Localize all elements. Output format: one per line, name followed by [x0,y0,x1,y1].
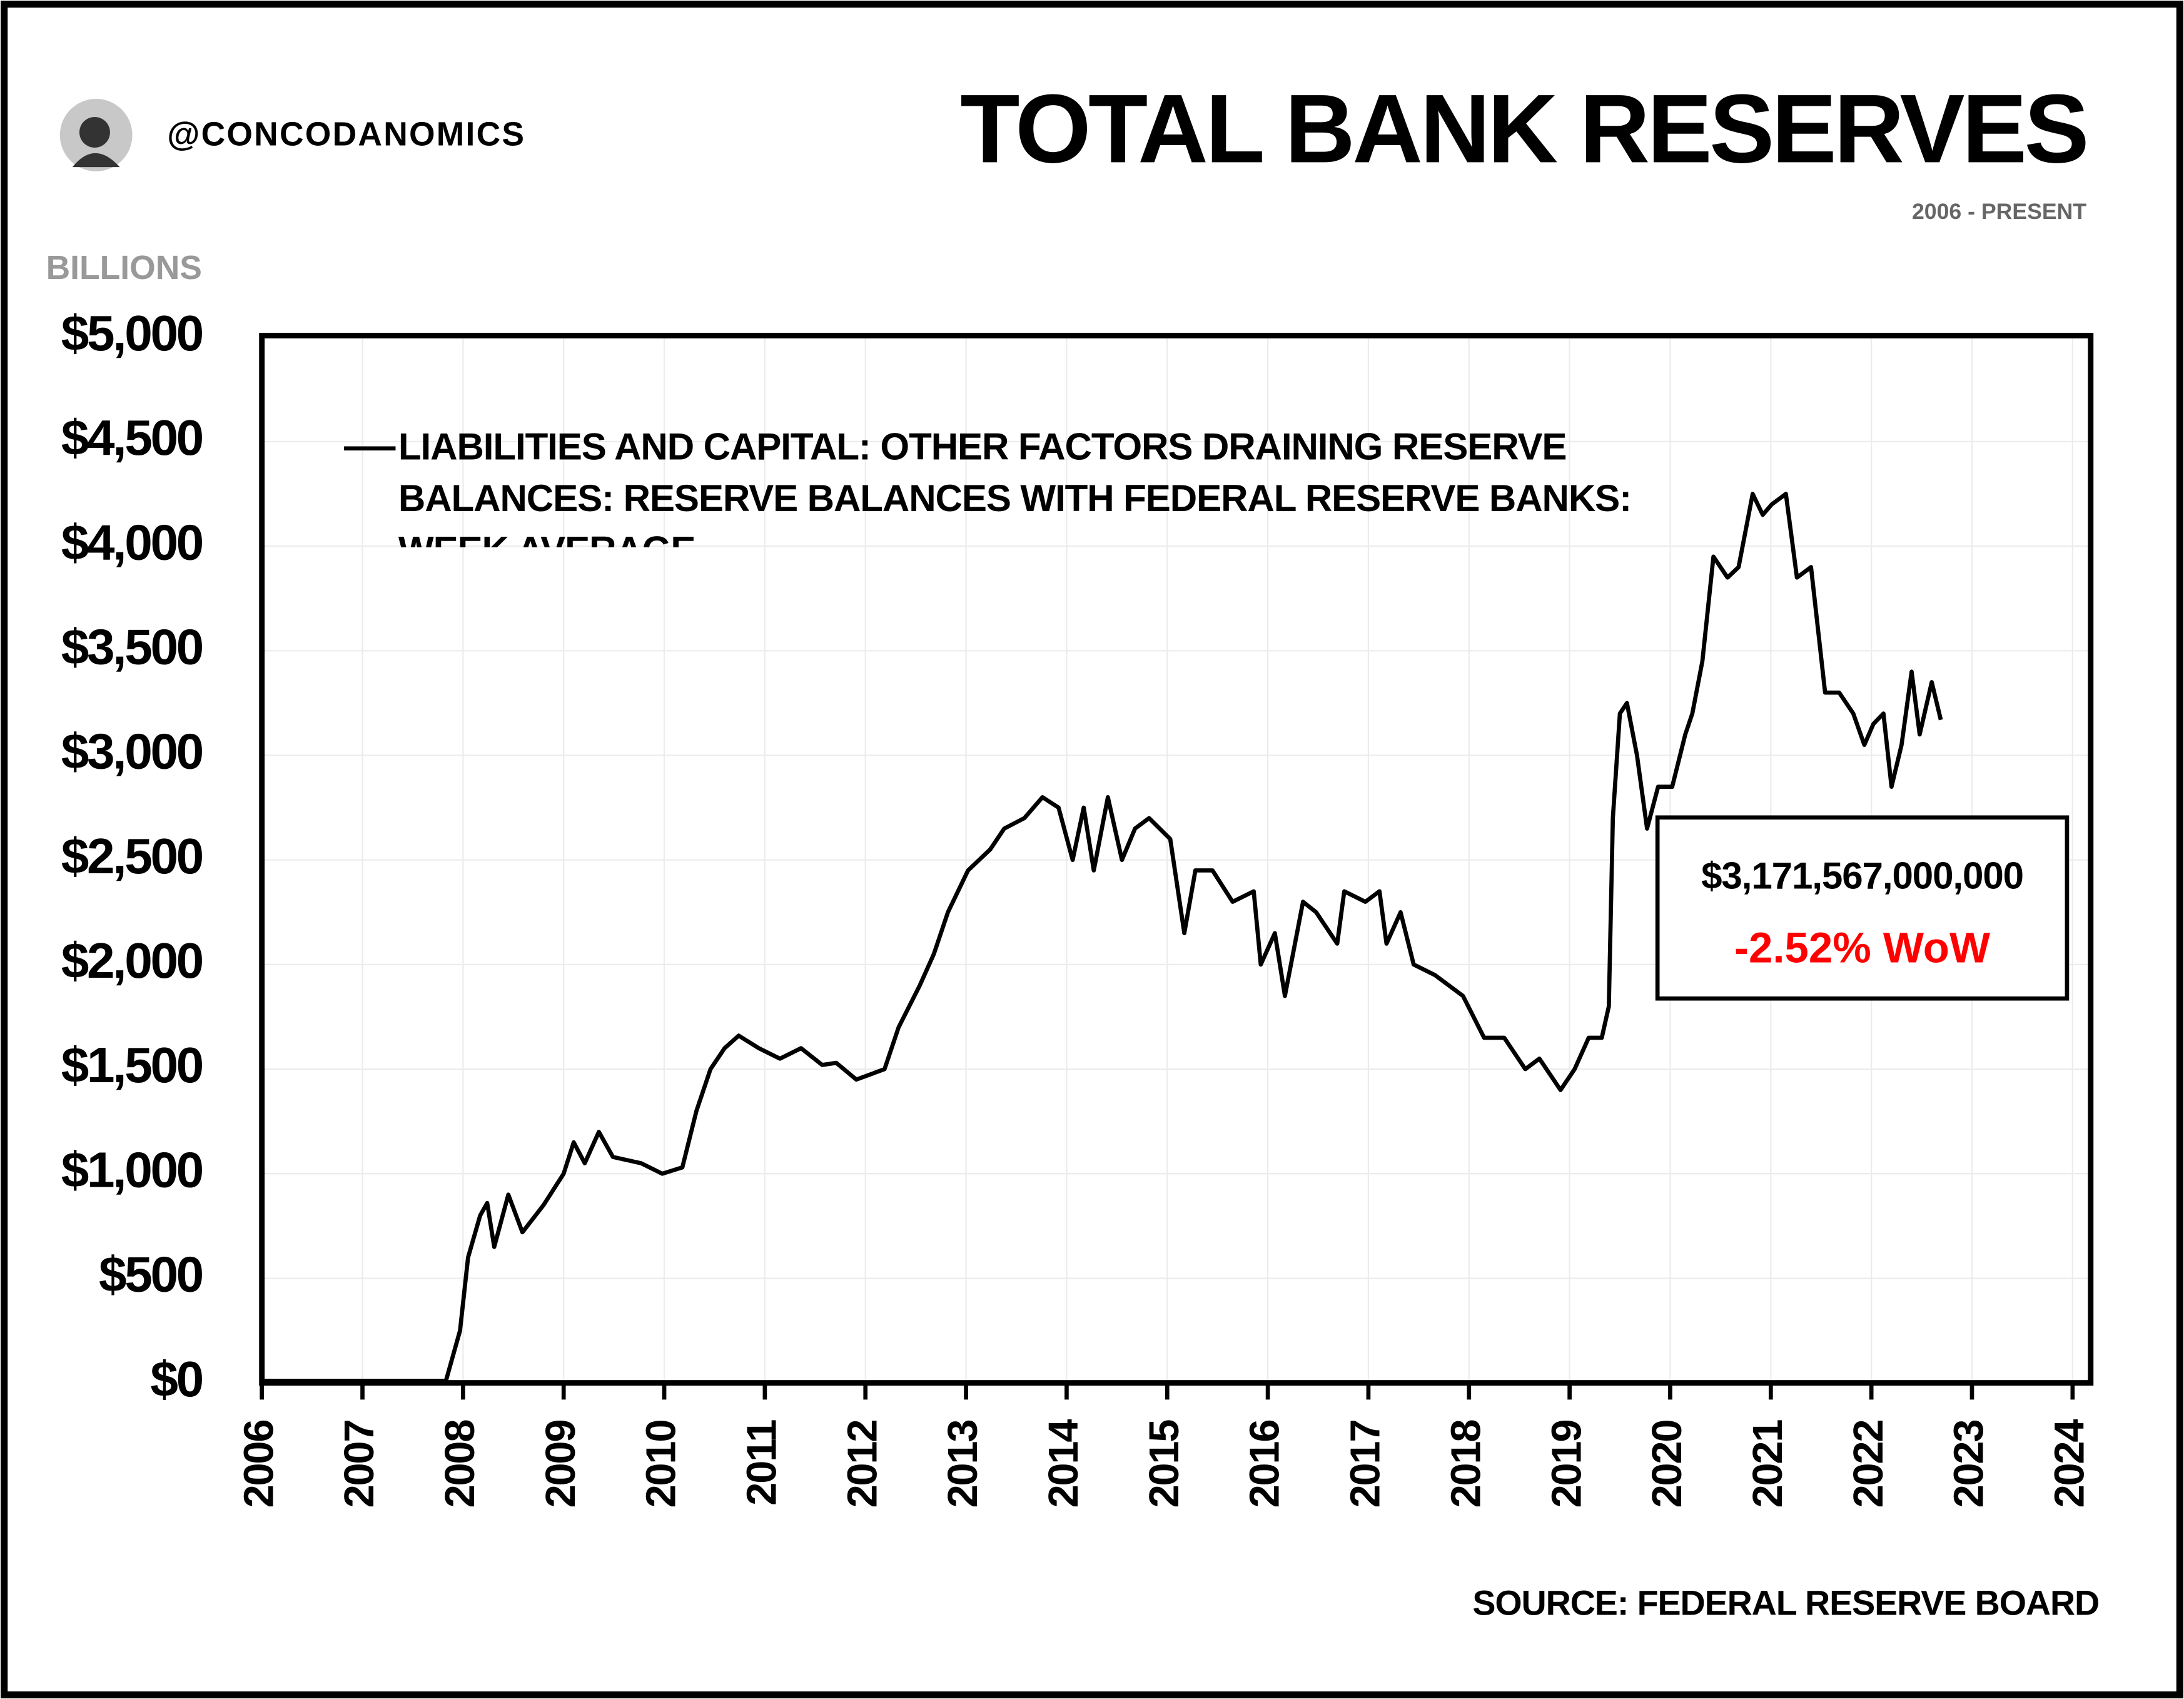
x-tick-label: 2007 [336,1421,383,1508]
annotation: $3,171,567,000,000 -2.52% WoW [1655,815,2070,1001]
y-tick-label: $5,000 [61,305,203,361]
x-tick-label: 2006 [236,1421,282,1508]
avatar [59,99,133,171]
x-tick-label: 2016 [1242,1421,1288,1508]
y-tick-label: $2,000 [61,932,203,988]
y-tick-label: $4,000 [61,514,203,570]
y-tick-label: $2,500 [61,828,203,884]
x-tick-label: 2014 [1041,1419,1087,1508]
annotation-value: $3,171,567,000,000 [1701,855,2023,897]
x-tick-label: 2021 [1745,1420,1791,1508]
y-tick-label: $1,000 [61,1141,203,1197]
legend-label-box: LIABILITIES AND CAPITAL: OTHER FACTORS D… [398,426,1632,547]
legend-label: LIABILITIES AND CAPITAL: OTHER FACTORS D… [398,426,1632,547]
x-tick-label: 2013 [940,1421,986,1508]
x-tick-label: 2019 [1544,1421,1590,1508]
x-tick-label: 2018 [1443,1420,1489,1508]
chart-title: TOTAL BANK RESERVES [960,74,2086,183]
x-tick-label: 2008 [437,1420,483,1508]
x-tick-label: 2015 [1141,1420,1188,1508]
series-line [261,492,1943,1383]
annotation-change: -2.52% WoW [1734,924,1991,972]
x-tick-label: 2023 [1946,1421,1993,1508]
y-tick-label: $3,500 [61,618,203,674]
x-tick-label: 2012 [839,1421,886,1508]
annotation-box [1655,815,2070,1001]
source: SOURCE: FEDERAL RESERVE BOARD [1472,1584,2099,1623]
legend: LIABILITIES AND CAPITAL: OTHER FACTORS D… [344,426,1632,547]
y-tick-label: $1,500 [61,1037,203,1093]
subtitle: 2006 - PRESENT [1912,199,2086,224]
x-tick-label: 2010 [639,1421,685,1508]
x-tick-label: 2011 [739,1420,786,1506]
plot [261,492,1943,1383]
x-tick-label: 2022 [1846,1421,1892,1508]
y-tick-label: $500 [99,1246,203,1302]
y-tick-label: $0 [150,1351,202,1407]
plot-border [259,333,2094,1386]
x-tick-label: 2009 [538,1421,584,1508]
y-tick-label: $3,000 [61,723,203,779]
x-tick-label: 2017 [1343,1421,1389,1508]
y-unit: BILLIONS [46,250,202,287]
x-tick-label: 2020 [1644,1421,1691,1508]
y-tick-label: $4,500 [61,409,203,465]
handle: @CONCODANOMICS [167,116,525,153]
x-tick-label: 2024 [2046,1419,2093,1508]
axes: $0 $500 $1,000 $1,500 $2,000 $2,500 $3,000 $3,5… [61,305,2093,1508]
